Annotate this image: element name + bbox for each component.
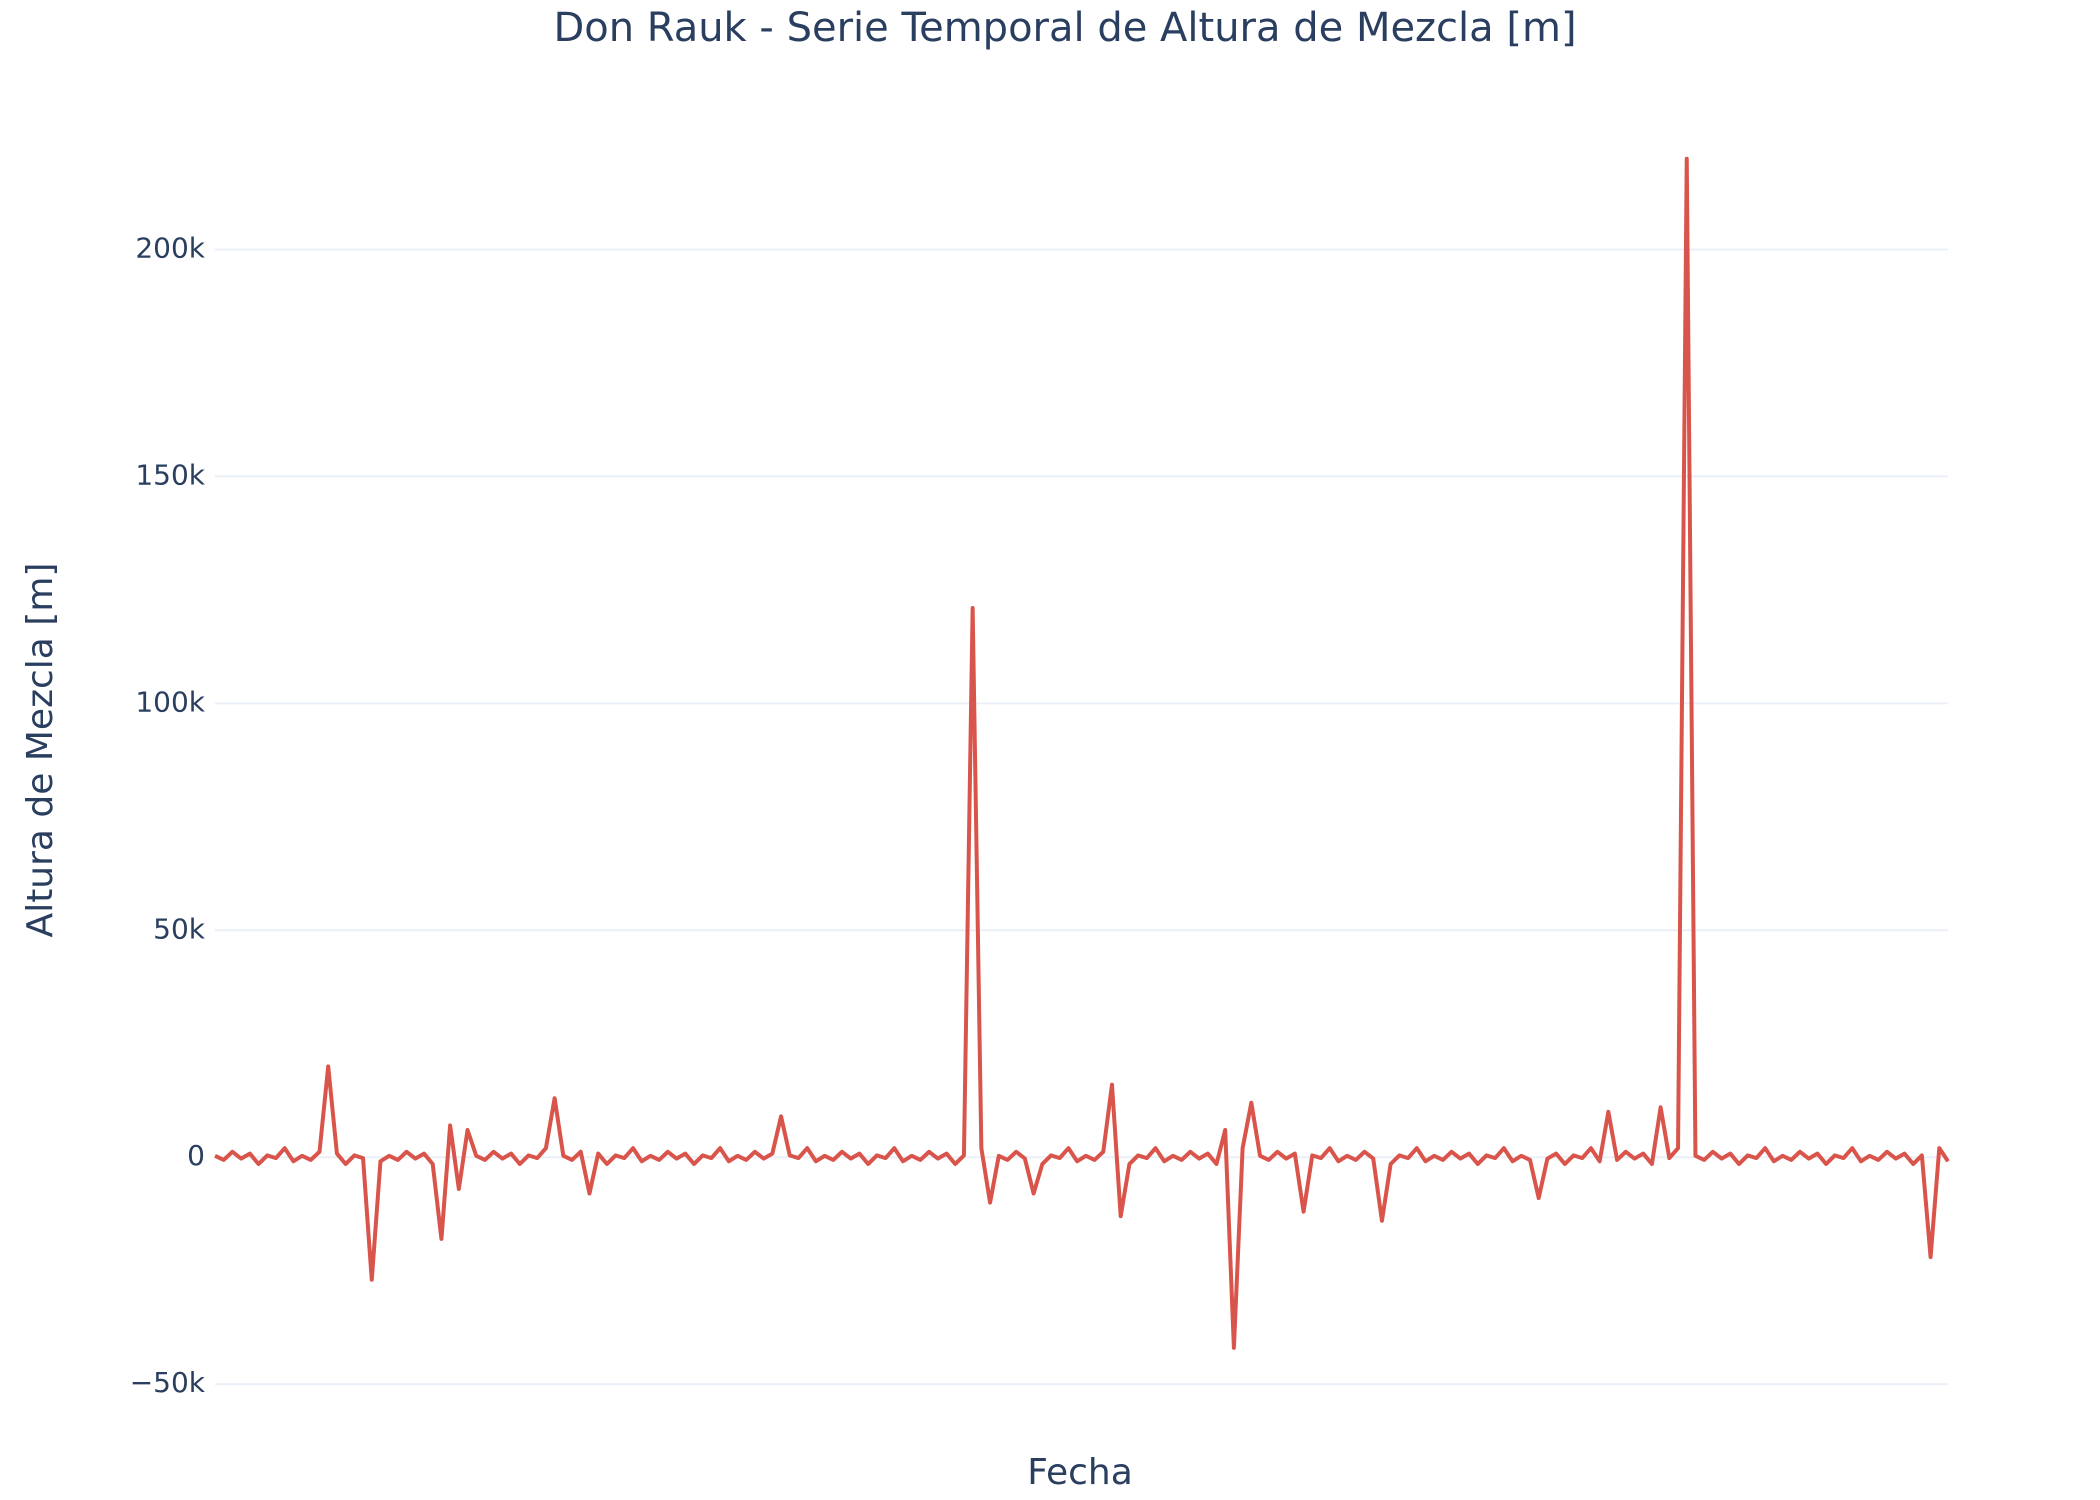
y-tick-label: 50k <box>153 912 206 945</box>
y-tick-label: 100k <box>135 685 205 718</box>
y-tick-label: 150k <box>135 458 205 491</box>
y-tick-label: 0 <box>187 1139 205 1172</box>
y-axis-title: Altura de Mezcla [m] <box>20 563 61 938</box>
x-axis-title: Fecha <box>1027 1452 1133 1493</box>
chart-title: Don Rauk - Serie Temporal de Altura de M… <box>553 5 1576 51</box>
y-tick-label: −50k <box>130 1366 206 1399</box>
y-tick-label: 200k <box>135 231 205 264</box>
data-line <box>214 156 1950 1350</box>
